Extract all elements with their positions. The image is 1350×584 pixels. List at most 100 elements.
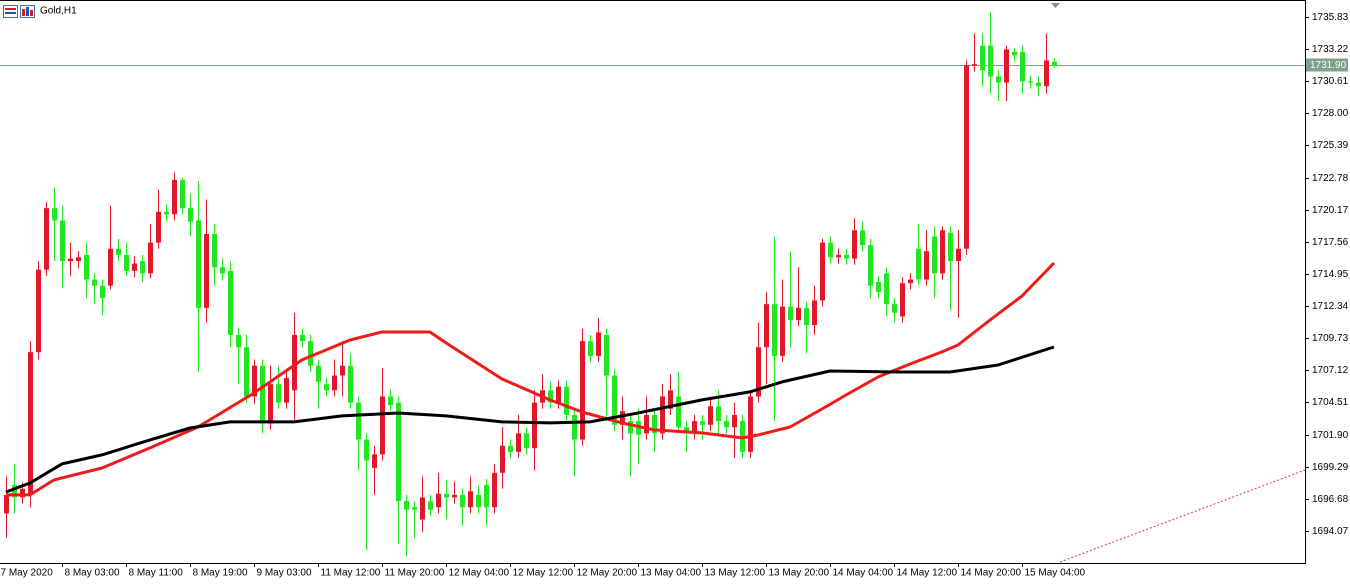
candle [1052,57,1057,68]
candle-body [428,501,433,510]
candle-body [724,421,729,428]
candle-body [1020,51,1025,82]
y-tick-label: 1712.34 [1312,301,1349,312]
candle [804,301,809,354]
icon-bar [26,7,29,16]
candle [372,445,377,495]
candle-body [356,402,361,440]
candle-body [316,365,321,382]
candle-body [300,334,305,342]
candle-body [532,402,537,449]
candle [308,334,313,372]
candle-body [684,427,689,434]
candle-body [620,411,625,425]
candle-body [940,230,945,274]
candle-body [548,390,553,403]
candle [884,267,889,317]
candle-body [4,494,9,514]
candle-body [76,257,81,262]
candle [828,236,833,264]
candle [212,224,217,286]
candle [100,279,105,316]
bid-label-box [1306,58,1348,72]
candle [732,402,737,459]
candle-body [284,378,289,403]
candle [332,359,337,397]
candle [68,242,73,276]
plot-area [0,12,1305,557]
candle [452,481,457,504]
candle-body [820,242,825,301]
candle-body [1004,49,1009,83]
x-tick-label: 11 May 20:00 [385,568,445,579]
candle-body [364,439,369,461]
candle-body [28,352,33,495]
candle [644,396,649,440]
candle [156,189,161,249]
candle [988,12,993,94]
candle [492,464,497,514]
candle [228,261,233,348]
candle [284,371,289,409]
candle [956,230,961,318]
candle-body [60,220,65,262]
candle-body [628,421,633,434]
moving-average [6,261,1056,497]
candle [436,472,441,514]
symbol-icon [3,5,35,18]
candle [204,199,209,323]
candle [276,365,281,409]
candle-body [156,211,161,243]
icon-bar [22,9,25,16]
x-tick-label: 11 May 12:00 [321,568,381,579]
candle [668,374,673,415]
candle-body [92,279,97,286]
candle [132,256,137,278]
candle [868,238,873,298]
candle [588,334,593,362]
candle [300,328,305,348]
candle [692,414,697,440]
candle-body [452,494,457,498]
candle-body [812,300,817,326]
y-tick-label: 1694.07 [1312,526,1349,537]
candle-body [916,248,921,280]
candle-body [564,386,569,415]
candle-body [132,263,137,271]
candle-body [244,347,249,397]
candle-body [892,304,897,313]
icon-frame [3,5,18,18]
candle [140,254,145,282]
candle [980,33,985,87]
y-tick-label: 1735.83 [1312,12,1349,23]
candle-body [108,248,113,286]
candle-body [868,245,873,286]
candle-body [852,230,857,259]
candle-body [708,406,713,425]
candle-body [188,208,193,222]
candle [292,312,297,422]
candle [468,476,473,514]
candle-body [772,304,777,356]
candle [92,273,97,305]
x-tick-label: 14 May 20:00 [961,568,1022,579]
candle [916,224,921,286]
x-tick-label: 8 May 11:00 [129,568,184,579]
candle [564,380,569,422]
candle [268,365,273,430]
candle [364,433,369,551]
candle-body [516,433,521,452]
x-tick-label: 12 May 04:00 [449,568,510,579]
candle-body [100,285,105,298]
y-tick-label: 1725.39 [1312,140,1349,151]
x-tick-label: 8 May 03:00 [65,568,120,579]
candle [1020,45,1025,94]
y-tick-label: 1720.17 [1312,205,1349,216]
candle [340,341,345,397]
candle-body [580,341,585,440]
candle [4,476,9,539]
candle [1012,48,1017,62]
x-tick-label: 8 May 19:00 [193,568,248,579]
